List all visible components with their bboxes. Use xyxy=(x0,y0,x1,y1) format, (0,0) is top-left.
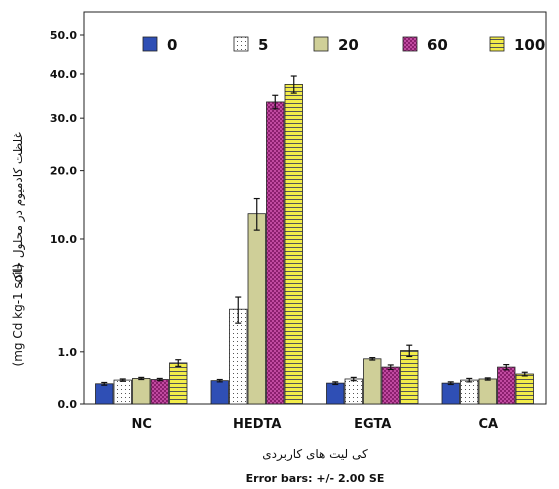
legend-swatch-60 xyxy=(402,36,418,52)
y-tick-label: 1.0 xyxy=(58,346,78,359)
x-tick-label: EGTA xyxy=(354,417,391,432)
error-bars xyxy=(101,75,528,386)
bar-hedta-100 xyxy=(284,84,303,405)
bar-egta-100 xyxy=(400,350,419,405)
x-tick-label: NC xyxy=(132,417,152,432)
bar-nc-20 xyxy=(132,378,151,405)
bar-hedta-20 xyxy=(247,213,266,405)
bar-egta-5 xyxy=(344,378,363,405)
bar-hedta-0 xyxy=(210,380,229,405)
plot-frame xyxy=(83,11,547,405)
legend-swatch-100 xyxy=(489,36,505,52)
bar-ca-100 xyxy=(515,373,534,405)
y-tick-label: 0.0 xyxy=(58,398,78,411)
legend-label-60: 60 xyxy=(427,36,448,54)
legend-label-20: 20 xyxy=(338,36,359,54)
x-tick-label: HEDTA xyxy=(233,417,281,432)
bar-ca-20 xyxy=(478,378,497,405)
y-axis-label-units: (mg Cd kg-1 soil) xyxy=(11,264,25,367)
bar-ca-60 xyxy=(497,366,516,405)
bar-nc-0 xyxy=(95,383,114,405)
error-bars-footnote: Error bars: +/- 2.00 SE xyxy=(246,472,385,485)
x-axis-label: کی لیت های کاربردی xyxy=(262,447,368,462)
y-axis-label-persian: غلظت کادمیوم در محلول خاک xyxy=(11,132,26,284)
bar-ca-0 xyxy=(441,382,460,405)
legend-label-5: 5 xyxy=(258,36,268,54)
y-tick-label: 30.0 xyxy=(50,112,77,125)
bar-egta-20 xyxy=(363,358,382,405)
legend: 0 5 20 60 100 xyxy=(142,36,545,54)
y-tick-label: 10.0 xyxy=(50,233,77,246)
y-tick-label: 20.0 xyxy=(50,165,77,178)
bar-egta-0 xyxy=(326,382,345,405)
y-tick-label: 50.0 xyxy=(50,29,77,42)
bar-ca-5 xyxy=(460,379,479,405)
bars xyxy=(95,84,534,405)
x-axis: NC HEDTA EGTA CA xyxy=(132,417,499,432)
legend-swatch-0 xyxy=(142,36,158,52)
legend-label-100: 100 xyxy=(514,36,545,54)
bar-nc-60 xyxy=(150,379,169,405)
y-axis: 0.0 1.0 10.0 20.0 30.0 40.0 50.0 xyxy=(50,29,84,411)
legend-label-0: 0 xyxy=(167,36,177,54)
bar-egta-60 xyxy=(381,366,400,405)
legend-swatch-5 xyxy=(233,36,249,52)
y-tick-label: 40.0 xyxy=(50,68,77,81)
bar-nc-5 xyxy=(113,379,132,405)
bar-hedta-60 xyxy=(266,101,285,405)
bar-nc-100 xyxy=(169,362,188,405)
legend-swatch-20 xyxy=(313,36,329,52)
x-tick-label: CA xyxy=(478,417,498,432)
